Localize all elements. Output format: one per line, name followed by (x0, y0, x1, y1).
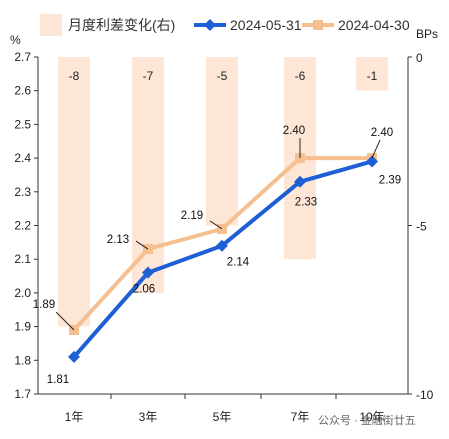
bar-label-5: -1 (367, 69, 378, 83)
bar-label-2: -7 (143, 69, 154, 83)
legend-marker-line-2 (313, 20, 323, 30)
data-label-s1-2: 2.06 (133, 284, 155, 296)
data-label-s1-4: 2.33 (295, 197, 317, 209)
bar-5 (356, 57, 388, 91)
point-s1-2 (142, 266, 154, 279)
bar-label-4: -6 (295, 69, 306, 83)
leader-s2-5 (371, 139, 381, 159)
right-tick-label-0: 0 (416, 51, 423, 65)
x-tick-label-1: 1年 (65, 410, 84, 424)
leader-s2-3 (209, 220, 223, 230)
axes-layer: 1.7 1.8 1.9 2.0 2.1 2.2 2.3 2.4 2.5 2.6 2.7 0 -5 -10 1… (10, 27, 438, 424)
left-tick-label-0: 1.7 (14, 387, 31, 401)
point-s1-3 (216, 239, 228, 252)
watermark-text: 公众号 · 金融街廿五 (318, 413, 416, 427)
right-tick-label-2: -10 (416, 388, 434, 402)
left-tick-label-2: 1.9 (14, 320, 31, 334)
left-tick-label-4: 2.1 (14, 252, 31, 266)
left-tick-label-6: 2.3 (14, 185, 31, 199)
right-axis-unit: BPs (416, 27, 438, 41)
legend: 月度利差变化(右) 2024-05-31 2024-04-30 (40, 14, 410, 36)
point-s1-4 (294, 175, 306, 188)
data-label-s1-1: 1.81 (47, 374, 69, 386)
data-label-s2-2: 2.13 (107, 234, 129, 246)
left-tick-label-1: 1.8 (14, 353, 31, 367)
x-tick-label-3: 5年 (213, 410, 232, 424)
bar-3 (206, 57, 238, 226)
left-tick-label-10: 2.7 (14, 50, 31, 64)
bars-layer (58, 57, 388, 327)
data-label-s2-5: 2.40 (371, 127, 393, 139)
legend-items: 月度利差变化(右) 2024-05-31 2024-04-30 (40, 14, 410, 36)
leader-s2-2 (135, 240, 149, 250)
data-label-s2-3: 2.19 (181, 210, 203, 222)
left-tick-label-7: 2.4 (14, 151, 31, 165)
right-tick-label-1: -5 (416, 220, 427, 234)
data-label-s2-4: 2.40 (283, 125, 305, 137)
labels-layer: -8 -7 -5 -6 -1 1.89 2.13 2.19 2.40 2.40 1.81 2.06 2.… (33, 69, 401, 386)
x-tick-label-4: 7年 (291, 410, 310, 424)
data-label-s2-1: 1.89 (33, 299, 55, 311)
legend-label-line-1: 2024-05-31 (230, 17, 302, 33)
left-tick-label-3: 2.0 (14, 286, 31, 300)
leader-s2-1 (55, 311, 75, 331)
legend-label-line-2: 2024-04-30 (338, 17, 410, 33)
x-tick-label-5: 10年 (359, 410, 384, 424)
bar-label-3: -5 (217, 69, 228, 83)
left-tick-label-8: 2.5 (14, 117, 31, 131)
left-tick-label-9: 2.6 (14, 84, 31, 98)
left-axis-unit: % (10, 33, 21, 47)
bar-2 (132, 57, 164, 293)
left-tick-label-5: 2.2 (14, 219, 31, 233)
bar-label-1: -8 (69, 69, 80, 83)
legend-label-bar: 月度利差变化(右) (68, 17, 175, 33)
point-s1-1 (68, 350, 80, 363)
legend-marker-line-1 (204, 19, 216, 31)
bar-1 (58, 57, 90, 327)
point-s1-5 (366, 155, 378, 168)
data-label-s1-5: 2.39 (379, 174, 401, 186)
legend-swatch-bar (40, 14, 62, 36)
x-tick-label-2: 3年 (139, 410, 158, 424)
data-label-s1-3: 2.14 (227, 257, 250, 269)
